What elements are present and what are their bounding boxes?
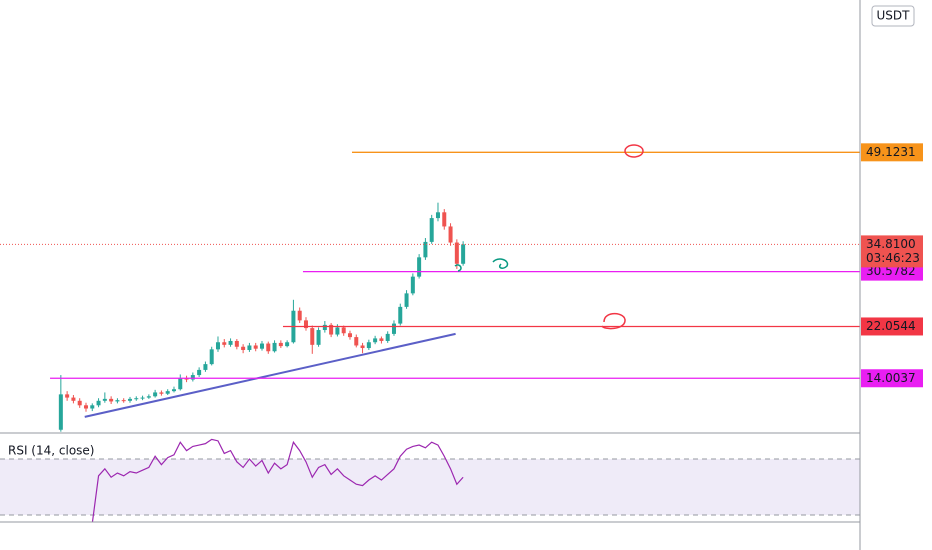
rsi-title: RSI (14, close) xyxy=(8,444,94,458)
candle-body xyxy=(159,392,164,394)
candle-body xyxy=(121,400,126,402)
candle-body xyxy=(241,346,246,350)
level-label: 14.0037 xyxy=(866,371,916,385)
candle-body xyxy=(71,397,76,401)
candle-body xyxy=(329,324,334,335)
countdown-label: 03:46:23 xyxy=(866,251,920,265)
candle-body xyxy=(366,342,371,349)
level-badge xyxy=(861,369,923,388)
candle-body xyxy=(429,218,434,242)
candle-body xyxy=(83,405,88,409)
candle-body xyxy=(65,394,70,398)
candle-body xyxy=(134,398,139,400)
candle-body xyxy=(178,378,183,390)
candle-body xyxy=(190,375,195,380)
candle-body xyxy=(461,244,466,264)
candle-body xyxy=(373,338,378,343)
candle-body xyxy=(448,226,453,243)
candle-body xyxy=(417,257,422,277)
candle-body xyxy=(259,343,264,349)
candle-body xyxy=(171,389,176,392)
candle-body xyxy=(398,306,403,324)
candle-body xyxy=(442,212,447,227)
price-badges: USDT 49.1231 30.5782 22.0544 14.0037 34.81000… xyxy=(861,5,923,388)
candle-body xyxy=(347,333,352,338)
candle-body xyxy=(391,323,396,334)
candle-body xyxy=(354,337,359,346)
candle-body xyxy=(454,242,459,264)
candle-body xyxy=(316,330,321,345)
last-price-label: 34.8100 xyxy=(866,237,916,251)
candle-body xyxy=(423,241,428,258)
candle-body xyxy=(247,345,252,350)
candle-body xyxy=(266,343,271,352)
candle-body xyxy=(90,405,95,409)
axes: RSI (14, close) xyxy=(8,444,94,458)
candle-body xyxy=(153,392,158,397)
level-label: 49.1231 xyxy=(866,145,916,159)
price-pane xyxy=(0,151,860,432)
candle-body xyxy=(165,391,170,394)
trendline xyxy=(84,332,456,418)
level-label: 30.5782 xyxy=(866,264,916,278)
candle-body xyxy=(215,342,220,350)
candle-body xyxy=(146,396,151,398)
candle-body xyxy=(322,324,327,331)
candle-body xyxy=(184,378,189,380)
candle-body xyxy=(203,364,208,370)
candle-body xyxy=(253,345,258,349)
candle-body xyxy=(341,327,346,334)
candle-body xyxy=(77,400,82,406)
quote-label: USDT xyxy=(877,9,911,23)
candle-body xyxy=(435,212,440,219)
candle-body xyxy=(140,397,145,399)
level-badge xyxy=(861,143,923,162)
candle-body xyxy=(96,400,101,406)
annotations xyxy=(454,144,644,330)
candle-body xyxy=(360,345,365,349)
rsi-band xyxy=(0,459,860,516)
last-price-badge xyxy=(861,235,923,268)
candle-body xyxy=(285,342,290,347)
rsi-pane xyxy=(0,438,860,522)
level-label: 22.0544 xyxy=(866,319,916,333)
candle-body xyxy=(115,400,120,402)
candle-body xyxy=(234,340,239,347)
candle-body xyxy=(385,333,390,341)
candle-body xyxy=(209,349,214,365)
candle-body xyxy=(127,398,132,401)
candle-body xyxy=(228,340,233,345)
candle-body xyxy=(335,327,340,335)
candle-body xyxy=(379,338,384,341)
candle-body xyxy=(102,398,107,401)
candle-body xyxy=(310,328,315,345)
candle-body xyxy=(222,342,227,345)
candle-body xyxy=(58,394,63,430)
candle-body xyxy=(109,398,114,402)
level-badge xyxy=(861,317,923,336)
candle-body xyxy=(404,293,409,307)
candle-body xyxy=(197,369,202,376)
candle-body xyxy=(410,276,415,294)
candle-body xyxy=(278,342,283,347)
rsi-line xyxy=(91,438,464,522)
candle-body xyxy=(303,320,308,329)
candle-body xyxy=(272,342,277,352)
quote-badge xyxy=(871,5,915,27)
candle-body xyxy=(297,310,302,321)
